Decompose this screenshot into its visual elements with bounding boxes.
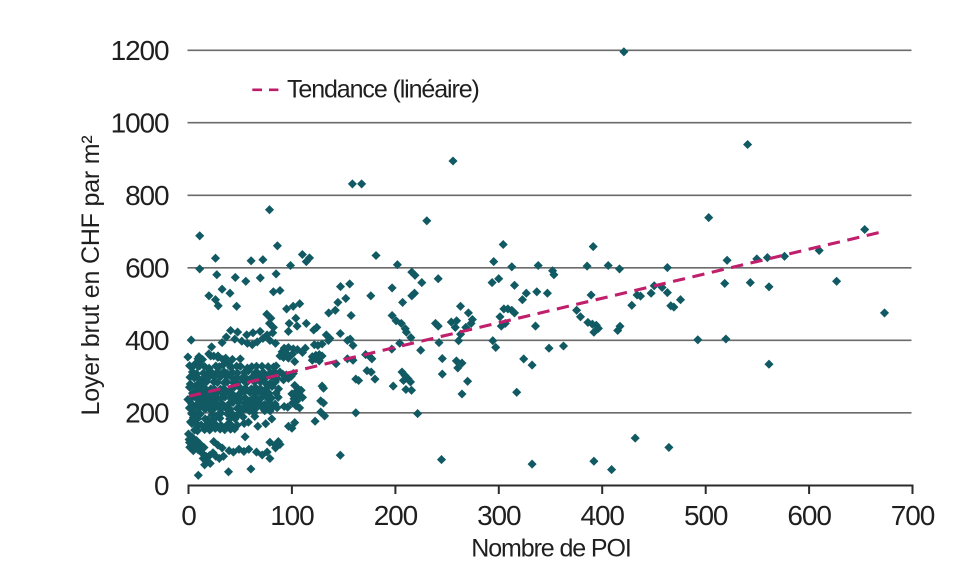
svg-text:Nombre de POI: Nombre de POI — [471, 535, 630, 563]
svg-text:400: 400 — [125, 325, 169, 356]
svg-text:500: 500 — [684, 500, 728, 531]
svg-text:600: 600 — [125, 253, 169, 284]
svg-text:800: 800 — [125, 180, 169, 211]
svg-text:200: 200 — [374, 500, 418, 531]
svg-text:300: 300 — [477, 500, 521, 531]
svg-text:1200: 1200 — [111, 35, 169, 66]
svg-text:Tendance (linéaire): Tendance (linéaire) — [287, 75, 479, 103]
svg-text:100: 100 — [270, 500, 314, 531]
svg-text:400: 400 — [580, 500, 624, 531]
svg-text:1000: 1000 — [111, 107, 169, 138]
svg-text:600: 600 — [787, 500, 831, 531]
svg-text:0: 0 — [154, 470, 169, 501]
svg-text:Loyer brut en CHF par m²: Loyer brut en CHF par m² — [77, 135, 105, 415]
svg-text:0: 0 — [181, 500, 196, 531]
svg-text:200: 200 — [125, 398, 169, 429]
svg-text:700: 700 — [891, 500, 935, 531]
